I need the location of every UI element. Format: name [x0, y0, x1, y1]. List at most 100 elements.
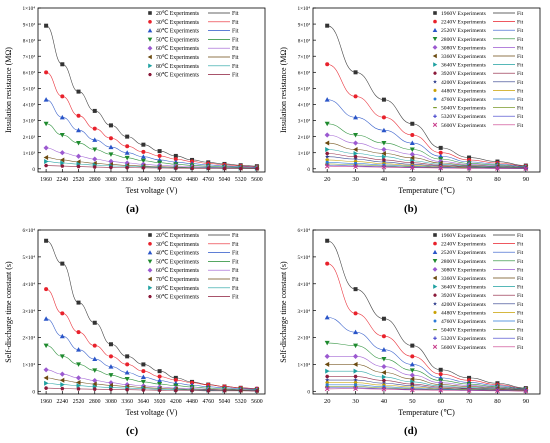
data-point	[43, 121, 49, 127]
fit-line	[327, 364, 526, 390]
data-point	[76, 164, 81, 169]
y-tick-label: 1×10³	[298, 151, 311, 157]
y-tick-label: 2×10⁴	[297, 336, 310, 342]
x-tick-label: 5040	[219, 177, 231, 183]
y-tick-label: 5×10⁴	[22, 255, 35, 261]
legend-marker	[432, 301, 438, 306]
data-point	[438, 165, 444, 171]
x-tick-label: 2240	[57, 177, 69, 183]
data-point	[44, 380, 49, 386]
data-point	[59, 333, 65, 339]
data-point	[353, 374, 358, 379]
legend-fit-label: Fit	[517, 250, 524, 256]
legend-label: 3920V Experiments	[441, 293, 486, 299]
data-point	[108, 373, 114, 378]
data-point	[409, 387, 415, 393]
data-point	[108, 165, 113, 170]
x-tick-label: 40	[381, 176, 388, 183]
data-point	[157, 382, 163, 387]
x-tick-label: 60	[437, 398, 444, 405]
data-point	[76, 387, 81, 391]
data-point	[124, 376, 130, 382]
fit-line	[327, 376, 526, 391]
data-point	[466, 388, 472, 393]
plot-frame	[37, 229, 266, 395]
fit-line	[45, 25, 257, 167]
legend-fit-label: Fit	[517, 276, 524, 282]
data-point	[173, 157, 178, 162]
data-point	[353, 329, 359, 335]
data-point	[43, 316, 49, 321]
legend-label: 60℃ Experiments	[156, 268, 200, 274]
y-tick-label: 9×10³	[23, 22, 36, 28]
data-point	[92, 137, 98, 142]
legend-label: 4200V Experiments	[441, 80, 486, 86]
data-point	[76, 330, 81, 335]
data-point	[381, 363, 387, 370]
data-point	[381, 374, 387, 380]
data-point	[495, 388, 500, 394]
legend-fit-label: Fit	[232, 286, 239, 292]
data-point	[381, 316, 386, 321]
legend-fit-label: Fit	[517, 293, 524, 299]
legend-marker	[432, 275, 437, 281]
data-point	[325, 151, 330, 156]
legend-label: 30℃ Experiments	[156, 20, 200, 26]
y-tick-label: 8×10³	[23, 38, 36, 44]
legend-fit-label: Fit	[232, 268, 239, 274]
data-point	[141, 362, 146, 367]
legend-label: 1960V Experiments	[441, 11, 486, 17]
data-point	[381, 151, 386, 157]
series-13	[324, 163, 529, 171]
data-point	[254, 166, 259, 171]
x-tick-label: 20	[324, 176, 331, 183]
y-tick-label: 4×10³	[298, 103, 311, 109]
x-tick-label: 70	[466, 398, 473, 405]
data-point	[108, 342, 113, 347]
legend-label: 3080V Experiments	[441, 267, 486, 273]
legend-label: 50℃ Experiments	[156, 37, 200, 43]
data-point	[92, 381, 97, 387]
x-tick-label: 5320	[235, 177, 247, 183]
data-point	[324, 340, 330, 346]
chart-b: 0 1×10³ 2×10³ 3×10³ 4×10³ 5×10³ 6×10³ 7×10³ 8×10…	[279, 6, 541, 195]
legend-fit-label: Fit	[517, 106, 524, 112]
data-point	[353, 343, 359, 349]
data-point	[43, 375, 49, 381]
y-tick-label: 5×10³	[298, 87, 311, 93]
legend-fit-label: Fit	[232, 55, 239, 61]
legend-label: 4480V Experiments	[441, 88, 486, 94]
data-point	[76, 113, 81, 118]
legend-marker	[433, 310, 437, 314]
legend-label: 4760V Experiments	[441, 97, 486, 103]
fit-line	[327, 149, 526, 169]
legend-fit-label: Fit	[517, 54, 524, 60]
legend-marker	[148, 11, 152, 15]
legend-marker	[433, 284, 438, 289]
legend-marker	[433, 293, 437, 297]
legend-fit-label: Fit	[232, 46, 239, 52]
data-point	[353, 386, 358, 391]
legend-fit-label: Fit	[517, 80, 524, 86]
data-point	[467, 375, 472, 380]
legend-marker	[147, 276, 152, 282]
data-point	[381, 127, 387, 133]
data-point	[438, 380, 444, 386]
data-point	[76, 141, 82, 146]
y-tick-label: 3×10³	[298, 119, 311, 125]
legend-label: 5600V Experiments	[441, 345, 486, 351]
data-point	[60, 311, 65, 316]
fit-line	[327, 388, 526, 392]
fit-line	[46, 72, 257, 167]
data-point	[352, 140, 359, 146]
legend-label: 2240V Experiments	[441, 242, 486, 248]
data-point	[410, 121, 415, 126]
data-point	[324, 377, 330, 382]
data-point	[353, 114, 359, 120]
data-point	[325, 238, 330, 243]
fit-line	[327, 356, 526, 390]
data-point	[381, 97, 386, 102]
data-point	[44, 159, 49, 165]
panel-a: 0 1×10³ 2×10³ 3×10³ 4×10³ 5×10³ 6×10³ 7×10³ 8×10…	[0, 0, 275, 221]
data-point	[108, 136, 113, 141]
